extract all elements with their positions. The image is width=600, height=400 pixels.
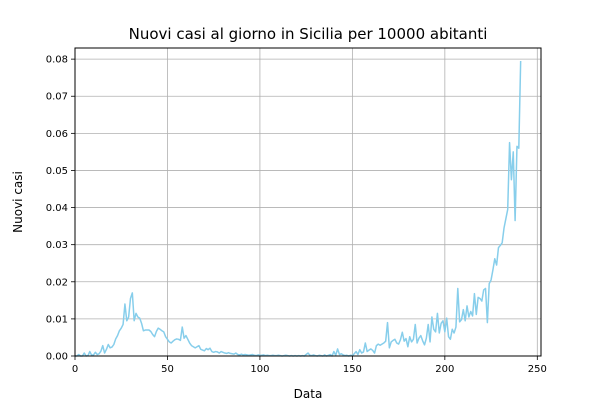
y-tick-label: 0.06 (46, 129, 68, 140)
y-tick-label: 0.08 (46, 55, 68, 66)
x-axis-label: Data (294, 387, 323, 400)
y-tick-label: 0.04 (46, 203, 68, 214)
y-tick-label: 0.02 (46, 277, 68, 288)
series-line (75, 60, 522, 357)
x-tick-label: 100 (250, 364, 269, 375)
plot-area (75, 60, 522, 357)
grid (74, 48, 541, 357)
axes-frame (74, 47, 542, 357)
y-tick-label: 0.03 (46, 240, 68, 251)
y-tick-label: 0.07 (46, 92, 68, 103)
x-tick-label: 0 (72, 364, 78, 375)
y-axis-label: Nuovi casi (11, 171, 25, 233)
x-tick-label: 150 (343, 364, 362, 375)
y-tick-label: 0.05 (46, 166, 68, 177)
chart-title: Nuovi casi al giorno in Sicilia per 1000… (129, 25, 488, 43)
x-tick-label: 50 (161, 364, 174, 375)
x-tick-label: 200 (435, 364, 454, 375)
y-tick-label: 0.01 (46, 314, 68, 325)
ticks: 0 50 100 150 200 250 0.00 0.01 0.02 0.03 0.04 0.05 0… (46, 55, 547, 375)
x-tick-label: 250 (528, 364, 547, 375)
y-tick-label: 0.00 (46, 352, 68, 363)
